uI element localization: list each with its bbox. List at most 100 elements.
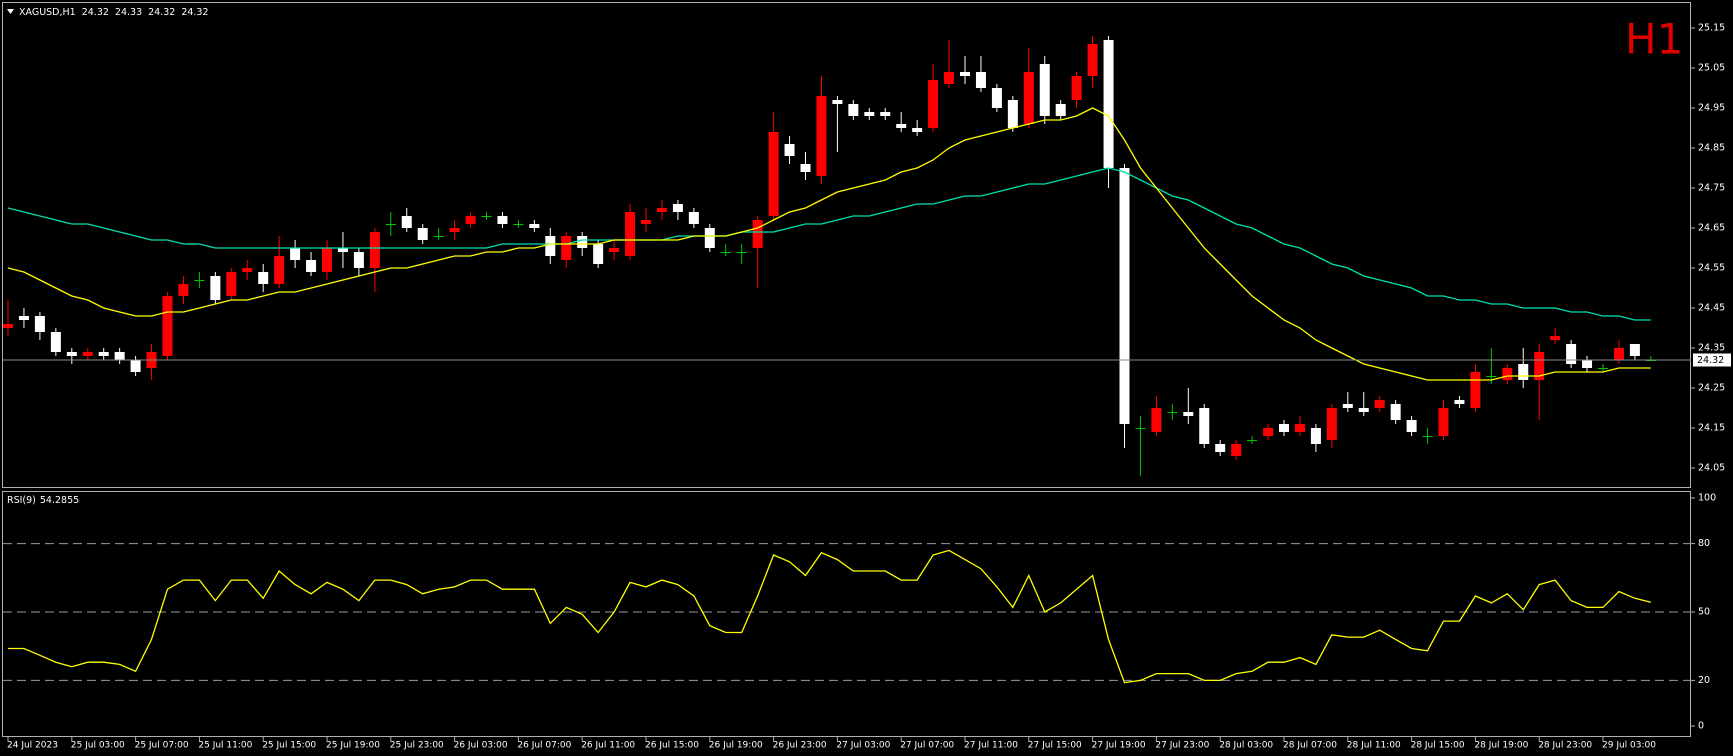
candle-body [1598, 368, 1608, 369]
candle-body [1023, 72, 1034, 124]
y-tick-label: 24.55 [1698, 263, 1725, 274]
moving-average [7, 107, 1651, 381]
y-tick-label: 0 [1698, 721, 1704, 732]
candle-body [1566, 344, 1577, 364]
candle-body [1103, 40, 1114, 168]
candle-body [1406, 420, 1417, 432]
candle-body [1550, 336, 1561, 340]
candle-body [752, 220, 763, 248]
candle-body [944, 72, 955, 84]
y-tick-label: 24.75 [1698, 183, 1725, 194]
candle-body [960, 72, 970, 76]
candle-body [1215, 444, 1226, 452]
y-tick-label: 24.45 [1698, 303, 1725, 314]
x-tick-label: 28 Jul 11:00 [1347, 741, 1401, 751]
x-tick-label: 26 Jul 19:00 [709, 741, 763, 751]
menu-triangle[interactable] [7, 9, 14, 14]
last-price-box [1693, 353, 1731, 367]
x-tick-label: 26 Jul 11:00 [581, 741, 635, 751]
candle-body [1454, 400, 1465, 404]
candle-body [561, 236, 572, 260]
candle-body [1502, 368, 1513, 380]
candle-body [1470, 372, 1481, 408]
candle-body [768, 132, 779, 216]
candle-body [1629, 344, 1640, 356]
x-tick-label: 28 Jul 23:00 [1538, 741, 1592, 751]
x-tick-label: 27 Jul 11:00 [964, 741, 1018, 751]
candle-body [242, 268, 253, 272]
y-tick-label: 24.15 [1698, 423, 1725, 434]
candle-body [3, 324, 13, 328]
candle-body [18, 316, 29, 320]
candle-body [210, 276, 221, 300]
indicator-title: RSI(9) [7, 495, 36, 506]
candle-body [178, 284, 189, 296]
candle-body [896, 124, 907, 128]
x-tick-label: 26 Jul 23:00 [773, 741, 827, 751]
candle-body [1342, 404, 1353, 408]
watermark: H1 [1625, 15, 1683, 64]
candle-body [162, 296, 173, 356]
candle-body [1167, 412, 1178, 413]
candle-body [912, 128, 923, 132]
y-tick-label: 24.05 [1698, 463, 1725, 474]
y-tick-label: 100 [1698, 493, 1716, 504]
candle-body [1582, 360, 1593, 368]
x-tick-label: 27 Jul 07:00 [900, 741, 954, 751]
candle-body [34, 316, 45, 332]
candle-body [577, 236, 588, 248]
candle-body [306, 260, 317, 272]
y-tick-label: 24.35 [1698, 343, 1725, 354]
candle-body [194, 280, 205, 281]
y-tick-label: 24.95 [1698, 103, 1725, 114]
candle-body [1007, 100, 1018, 128]
candle-body [832, 100, 843, 104]
y-tick-label: 24.85 [1698, 143, 1725, 154]
x-tick-label: 27 Jul 03:00 [836, 741, 890, 751]
chart-header: XAGUSD,H1 24.32 24.33 24.32 24.32 [19, 7, 209, 18]
header-high: 24.33 [115, 7, 142, 18]
last-price-label: 24.32 [1697, 355, 1724, 366]
moving-average [7, 167, 1651, 321]
candle-body [274, 256, 285, 284]
candle-body [864, 112, 875, 116]
candle-body [433, 236, 444, 237]
header-open: 24.32 [82, 7, 109, 18]
candle-body [481, 216, 492, 217]
candle-body [1039, 64, 1050, 116]
x-tick-label: 25 Jul 07:00 [135, 741, 189, 751]
x-tick-label: 24 Jul 2023 [7, 741, 58, 751]
candle-body [1135, 428, 1146, 429]
candle-body [1071, 76, 1082, 100]
x-tick-label: 28 Jul 15:00 [1411, 741, 1465, 751]
candle-body [641, 220, 651, 224]
candle-body [1151, 408, 1162, 432]
candle-body [130, 360, 141, 372]
candle-body [66, 352, 77, 356]
rsi-panel [2, 491, 1691, 737]
symbol-title: XAGUSD,H1 [19, 7, 76, 18]
indicator-header: RSI(9) 54.2855 [7, 495, 79, 506]
candle-body [1231, 444, 1242, 456]
y-tick-label: 24.65 [1698, 223, 1725, 234]
y-tick-label: 25.15 [1698, 23, 1725, 34]
candle-body [784, 144, 795, 156]
candle-body [1390, 404, 1401, 420]
x-tick-label: 25 Jul 23:00 [390, 741, 444, 751]
candle-body [1263, 428, 1274, 436]
x-tick-label: 25 Jul 03:00 [71, 741, 125, 751]
candle-body [816, 96, 827, 176]
x-tick-label: 29 Jul 03:00 [1602, 741, 1656, 751]
candle-body [593, 244, 604, 264]
candle-body [353, 252, 364, 268]
candle-body [82, 352, 93, 356]
x-tick-label: 28 Jul 07:00 [1283, 741, 1337, 751]
candle-body [1247, 440, 1258, 441]
candle-body [417, 228, 428, 240]
candle-body [258, 272, 269, 284]
y-tick-label: 20 [1698, 675, 1710, 686]
candle-body [1326, 408, 1337, 440]
candle-body [1294, 424, 1305, 432]
